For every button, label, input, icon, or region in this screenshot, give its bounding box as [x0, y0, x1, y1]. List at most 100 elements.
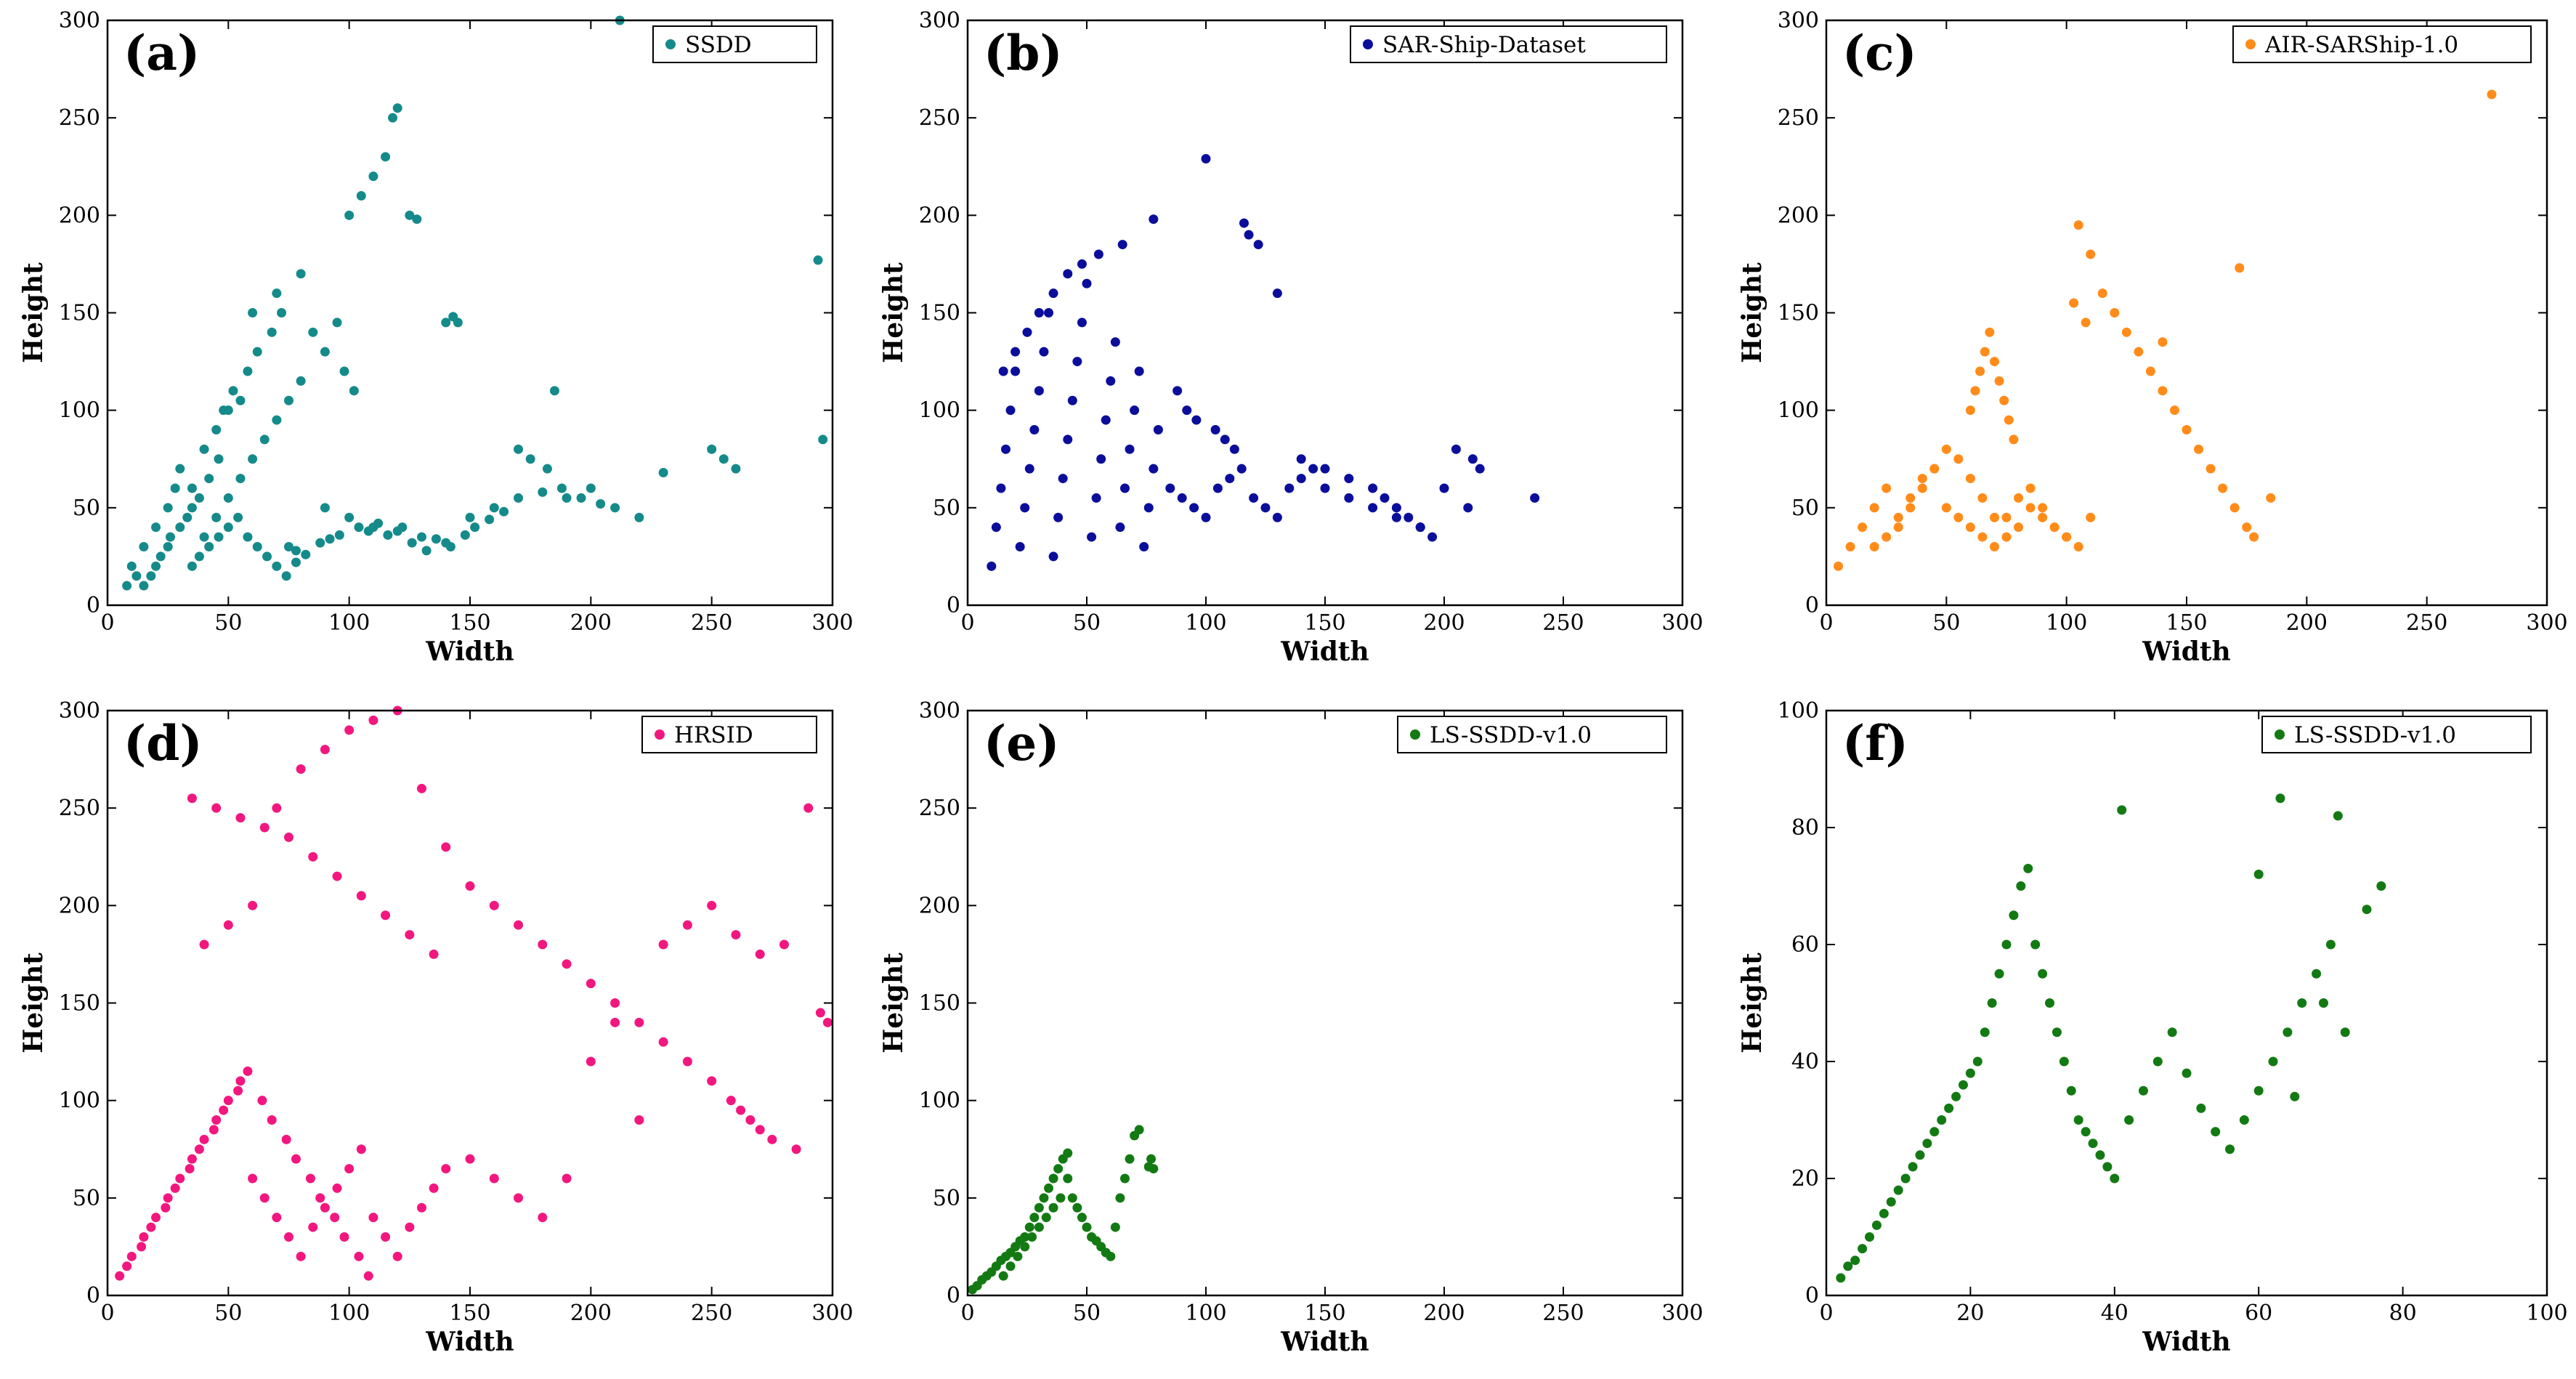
scatter-point	[1900, 1173, 1911, 1184]
scatter-point	[1106, 1251, 1116, 1261]
scatter-point	[1467, 454, 1478, 464]
scatter-point	[2138, 1085, 2148, 1096]
scatter-point	[1034, 386, 1044, 396]
y-tick-label: 150	[919, 991, 960, 1016]
y-tick-label: 150	[59, 991, 100, 1016]
scatter-point	[596, 498, 606, 509]
scatter-point	[1041, 1213, 1051, 1223]
scatter-point	[2218, 483, 2228, 493]
scatter-point	[514, 1193, 524, 1203]
scatter-point	[175, 464, 185, 474]
scatter-point	[330, 1213, 340, 1223]
y-tick-label: 0	[947, 593, 960, 618]
scatter-point	[682, 920, 692, 930]
scatter-point	[1077, 259, 1087, 269]
scatter-point	[163, 1193, 173, 1203]
scatter-point	[281, 1134, 291, 1144]
scatter-point	[151, 522, 161, 533]
scatter-point	[2001, 512, 2012, 522]
scatter-point	[356, 891, 366, 901]
scatter-point	[2117, 805, 2127, 815]
scatter-point	[1882, 483, 1892, 493]
x-axis-label: Width	[1280, 636, 1369, 667]
scatter-point	[187, 483, 197, 493]
scatter-point	[2196, 1103, 2206, 1113]
scatter-point	[199, 444, 209, 454]
scatter-point	[397, 522, 408, 533]
scatter-point	[235, 1076, 246, 1086]
x-axis-label: Width	[1280, 1327, 1369, 1357]
scatter-point	[1082, 1222, 1092, 1232]
scatter-point	[248, 454, 258, 464]
scatter-point	[1063, 434, 1073, 445]
y-axis-label: Height	[1737, 262, 1767, 363]
scatter-point	[161, 1202, 171, 1213]
y-tick-label: 250	[59, 105, 100, 131]
panel-label: (e)	[984, 715, 1059, 772]
scatter-point	[1850, 1255, 1860, 1266]
scatter-point	[1994, 376, 2004, 386]
scatter-point	[1048, 551, 1058, 562]
scatter-point	[460, 530, 470, 540]
scatter-point	[1191, 415, 1202, 425]
scatter-point	[320, 1202, 330, 1213]
y-tick-label: 0	[86, 1283, 100, 1309]
scatter-point	[325, 534, 335, 544]
scatter-point	[441, 842, 451, 852]
scatter-point	[2253, 869, 2264, 879]
scatter-point	[1172, 386, 1183, 396]
scatter-point	[586, 483, 596, 493]
y-tick-label: 150	[1778, 301, 1819, 326]
scatter-point	[204, 542, 214, 551]
scatter-point	[2340, 1027, 2350, 1038]
scatter-point	[2145, 366, 2155, 376]
legend-box	[641, 716, 817, 753]
scatter-point	[1917, 483, 1927, 493]
panel-a: 0 50 100 150 200 250 300 0 50 100 150 200 250 300 Widt…	[18, 8, 854, 667]
x-tick-label: 50	[214, 1301, 242, 1326]
scatter-point	[1010, 347, 1021, 357]
y-tick-label: 60	[1791, 932, 1819, 958]
y-tick-label: 50	[1791, 496, 1819, 521]
scatter-point	[1272, 288, 1282, 299]
scatter-point	[1149, 464, 1159, 474]
y-tick-label: 50	[933, 496, 960, 521]
scatter-point	[1029, 425, 1040, 434]
scatter-point	[1320, 483, 1330, 493]
x-tick-label: 150	[2166, 610, 2207, 636]
scatter-point	[405, 210, 415, 220]
scatter-point	[2066, 1085, 2076, 1096]
scatter-point	[381, 152, 391, 162]
scatter-point	[199, 939, 209, 950]
scatter-point	[549, 386, 559, 396]
scatter-point	[818, 434, 828, 445]
scatter-point	[1391, 503, 1401, 513]
legend: SAR-Ship-Dataset	[1350, 25, 1667, 63]
scatter-point	[259, 1193, 270, 1203]
x-axis-label: Width	[2142, 1327, 2230, 1357]
y-tick-label: 250	[919, 105, 960, 131]
scatter-point	[767, 1134, 777, 1144]
scatter-point	[339, 1232, 349, 1242]
y-tick-label: 100	[919, 1088, 960, 1114]
scatter-point	[445, 542, 455, 551]
scatter-point	[2297, 998, 2307, 1008]
y-tick-label: 250	[59, 796, 100, 821]
scatter-point	[2009, 434, 2019, 445]
legend-label: SSDD	[685, 32, 752, 58]
x-tick-label: 200	[2286, 610, 2328, 636]
scatter-point	[349, 386, 359, 396]
scatter-point	[1212, 483, 1223, 493]
scatter-point	[284, 395, 293, 405]
scatter-point	[586, 979, 596, 989]
scatter-point	[1020, 503, 1030, 513]
scatter-point	[1879, 1208, 1889, 1218]
y-tick-label: 300	[59, 698, 100, 724]
scatter-point	[2134, 347, 2144, 357]
y-tick-label: 100	[1778, 398, 1819, 424]
scatter-point	[223, 405, 233, 416]
x-tick-label: 150	[1304, 1301, 1345, 1326]
scatter-point	[1130, 405, 1140, 416]
y-tick-label: 40	[1791, 1049, 1819, 1075]
scatter-point	[2073, 220, 2083, 230]
